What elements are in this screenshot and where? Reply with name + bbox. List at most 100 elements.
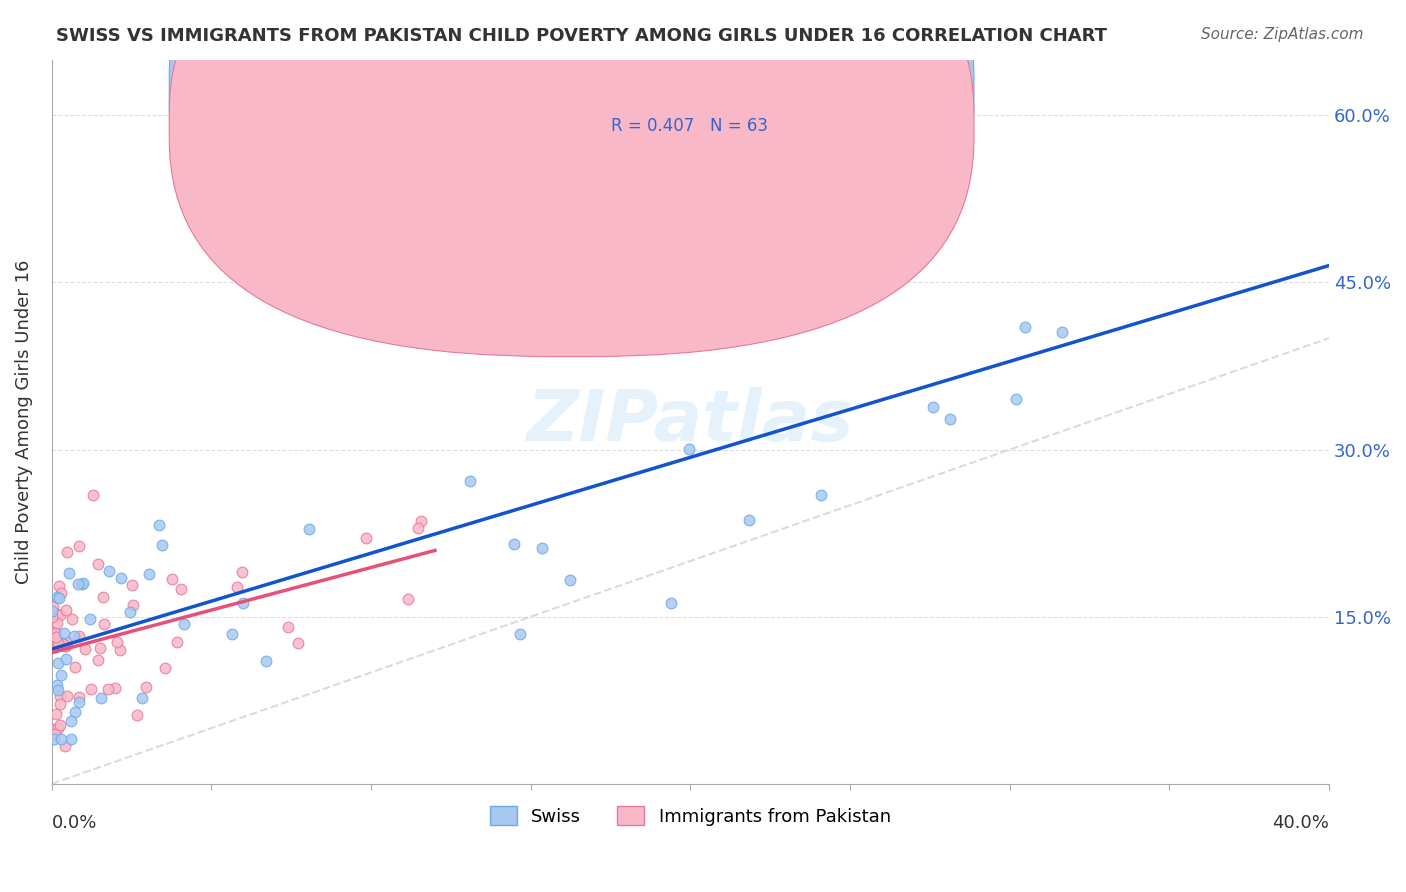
Point	[46, 656, 69, 670]
Point	[45, 633, 67, 648]
Point	[55, 640, 77, 654]
Point	[63, 705, 86, 719]
Point	[56, 635, 79, 649]
Point	[42, 624, 65, 639]
Point	[45, 706, 67, 721]
Point	[49, 690, 72, 704]
Text: Source: ZipAtlas.com: Source: ZipAtlas.com	[1201, 27, 1364, 42]
Point	[166, 634, 188, 648]
Point	[67, 690, 90, 704]
Point	[87, 652, 110, 666]
Point	[254, 654, 277, 668]
Text: R = 0.273   N = 49: R = 0.273 N = 49	[612, 80, 768, 98]
Point	[41, 640, 63, 654]
Point	[354, 531, 377, 545]
Point	[89, 641, 111, 656]
Point	[51, 586, 73, 600]
Point	[1005, 392, 1028, 407]
Point	[48, 591, 70, 605]
Point	[503, 537, 526, 551]
Point	[51, 732, 73, 747]
Point	[678, 442, 700, 456]
Point	[232, 596, 254, 610]
Point	[67, 577, 90, 591]
Text: R = 0.407   N = 63: R = 0.407 N = 63	[612, 117, 768, 135]
Point	[138, 566, 160, 581]
Point	[105, 635, 128, 649]
Point	[75, 641, 97, 656]
Point	[41, 610, 63, 624]
Point	[225, 580, 247, 594]
Point	[409, 514, 432, 528]
Point	[127, 708, 149, 723]
Point	[46, 683, 69, 698]
Point	[48, 721, 70, 735]
Point	[221, 627, 243, 641]
Point	[41, 604, 63, 618]
Point	[72, 576, 94, 591]
Point	[150, 538, 173, 552]
Point	[935, 175, 957, 189]
Point	[153, 661, 176, 675]
Point	[52, 637, 75, 651]
Point	[406, 521, 429, 535]
Point	[97, 682, 120, 697]
Point	[45, 591, 67, 605]
Point	[82, 488, 104, 502]
Point	[63, 629, 86, 643]
Point	[70, 577, 93, 591]
Point	[42, 723, 65, 737]
Point	[79, 611, 101, 625]
Point	[56, 689, 79, 703]
Point	[110, 571, 132, 585]
Point	[55, 603, 77, 617]
Point	[48, 579, 70, 593]
Point	[60, 612, 83, 626]
Point	[52, 625, 75, 640]
Point	[55, 639, 77, 653]
Text: 40.0%: 40.0%	[1272, 814, 1329, 832]
Point	[458, 474, 481, 488]
Point	[396, 591, 419, 606]
Point	[46, 636, 69, 650]
Point	[104, 681, 127, 696]
Point	[93, 616, 115, 631]
Y-axis label: Child Poverty Among Girls Under 16: Child Poverty Among Girls Under 16	[15, 260, 32, 584]
Point	[122, 599, 145, 613]
Point	[659, 596, 682, 610]
Point	[921, 400, 943, 414]
Point	[1014, 319, 1036, 334]
Point	[56, 545, 79, 559]
Point	[44, 640, 66, 655]
Point	[49, 697, 72, 711]
Text: ZIPatlas: ZIPatlas	[527, 387, 853, 456]
Point	[67, 629, 90, 643]
Point	[394, 334, 416, 348]
Point	[738, 513, 761, 527]
Point	[42, 732, 65, 747]
Point	[63, 660, 86, 674]
Point	[91, 590, 114, 604]
Point	[49, 668, 72, 682]
Point	[49, 607, 72, 622]
Point	[45, 630, 67, 644]
Point	[55, 651, 77, 665]
FancyBboxPatch shape	[524, 60, 882, 157]
Point	[67, 695, 90, 709]
Point	[169, 582, 191, 597]
Point	[45, 615, 67, 630]
Point	[48, 718, 70, 732]
Point	[121, 578, 143, 592]
Point	[58, 566, 80, 580]
Point	[810, 488, 832, 502]
Legend: Swiss, Immigrants from Pakistan: Swiss, Immigrants from Pakistan	[482, 799, 898, 833]
Point	[287, 636, 309, 650]
Point	[53, 739, 76, 754]
Point	[45, 626, 67, 640]
Text: 0.0%: 0.0%	[52, 814, 97, 832]
Point	[298, 522, 321, 536]
Point	[59, 732, 82, 747]
Point	[173, 616, 195, 631]
Text: SWISS VS IMMIGRANTS FROM PAKISTAN CHILD POVERTY AMONG GIRLS UNDER 16 CORRELATION: SWISS VS IMMIGRANTS FROM PAKISTAN CHILD …	[56, 27, 1108, 45]
Point	[231, 565, 253, 579]
